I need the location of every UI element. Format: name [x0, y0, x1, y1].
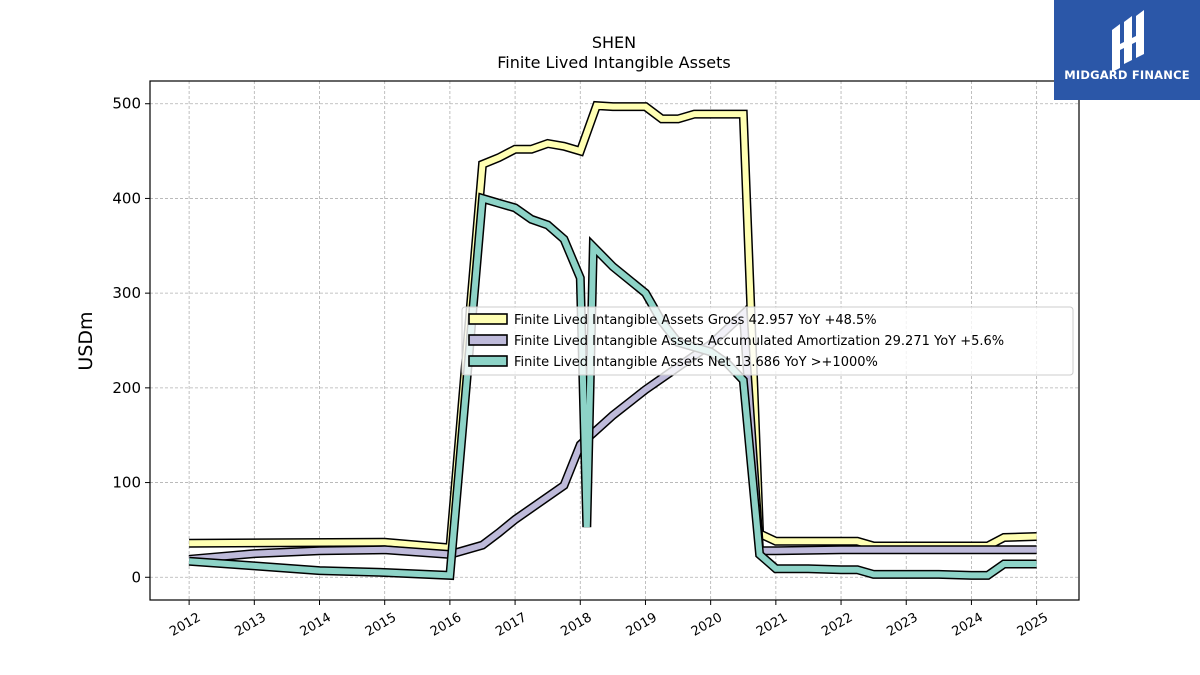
- x-tick-label: 2020: [689, 610, 725, 640]
- y-tick-label: 300: [112, 284, 141, 302]
- x-tick-label: 2022: [819, 610, 855, 640]
- legend-box: [461, 306, 1074, 376]
- x-tick-label: 2019: [624, 610, 660, 640]
- legend-swatch-2: [468, 355, 508, 367]
- plot-frame: [149, 80, 1080, 601]
- y-tick-label: 400: [112, 189, 141, 207]
- x-tick-label: 2021: [754, 610, 790, 640]
- midgard-finance-logo: MIDGARD FINANCE: [1054, 0, 1200, 100]
- x-tick-label: 2013: [232, 610, 268, 640]
- legend-entry-1: Finite Lived Intangible Assets Accumulat…: [514, 334, 1004, 349]
- x-tick-label: 2015: [363, 610, 399, 640]
- x-tick-label: 2014: [298, 610, 334, 640]
- legend-swatch-1: [468, 334, 508, 346]
- y-tick-label: 500: [112, 95, 141, 113]
- y-tick-label: 0: [131, 568, 141, 586]
- x-tick-label: 2016: [428, 610, 464, 640]
- midgard-logo-mark-icon: [1112, 10, 1144, 72]
- series-outline-2: [188, 192, 1037, 581]
- legend-entry-2: Finite Lived Intangible Assets Net 13.68…: [514, 355, 878, 370]
- y-axis-label: USDm: [75, 311, 97, 370]
- x-tick-label: 2024: [950, 610, 986, 640]
- y-tick-label: 100: [112, 474, 141, 492]
- legend: Finite Lived Intangible Assets Gross 42.…: [461, 306, 1074, 376]
- y-tick-label: 200: [112, 379, 141, 397]
- series-line-2: [188, 194, 1037, 579]
- legend-entry-0: Finite Lived Intangible Assets Gross 42.…: [514, 313, 877, 328]
- x-tick-label: 2012: [167, 610, 203, 640]
- logo-text: MIDGARD FINANCE: [1064, 68, 1190, 82]
- x-tick-label: 2025: [1015, 610, 1051, 640]
- legend-swatch-0: [468, 313, 508, 325]
- chart-subtitle: Finite Lived Intangible Assets: [497, 53, 730, 72]
- x-tick-label: 2023: [884, 610, 920, 640]
- series-line-1: [188, 307, 1037, 563]
- x-tick-label: 2017: [493, 610, 529, 640]
- chart-title: SHEN: [592, 33, 636, 52]
- x-tick-label: 2018: [558, 610, 594, 640]
